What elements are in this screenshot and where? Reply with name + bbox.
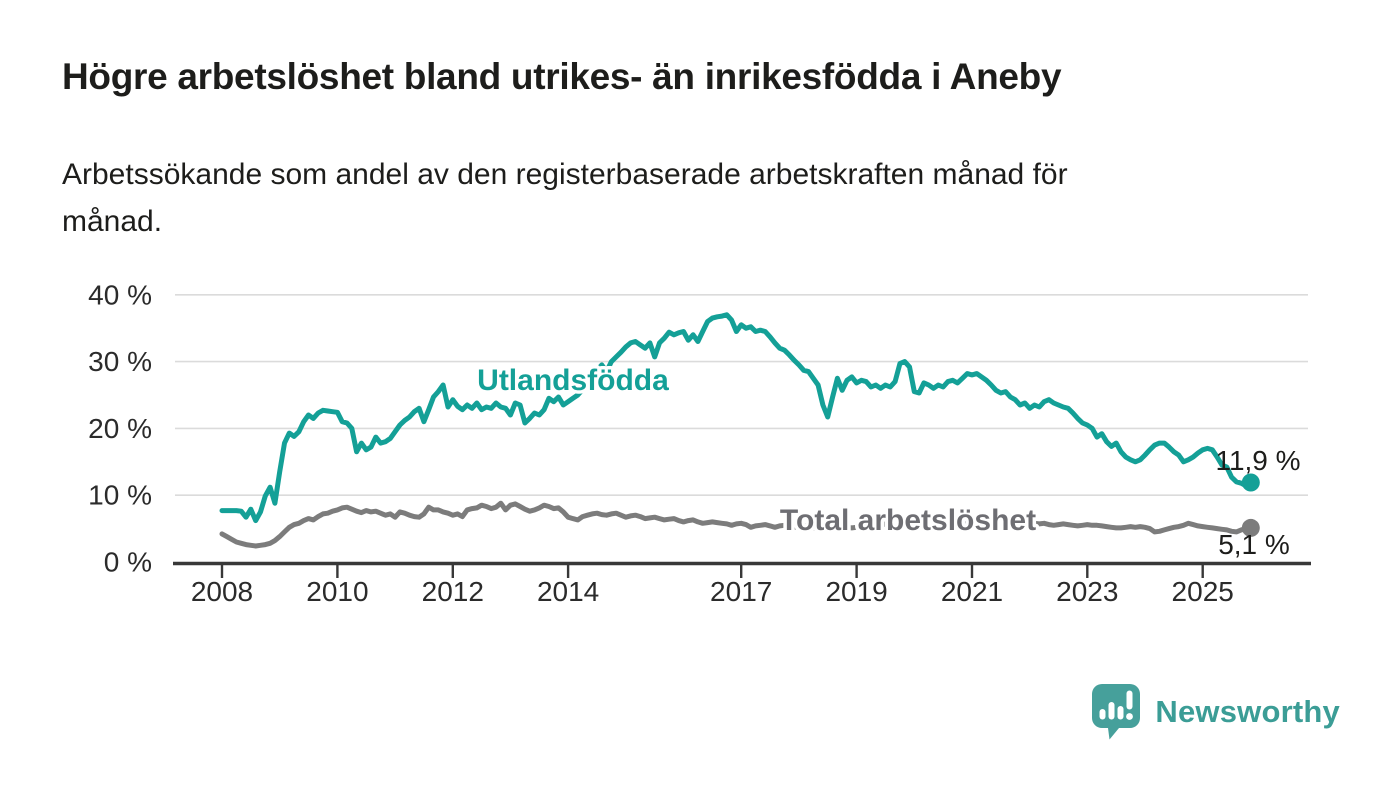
total-arbetsloshet-end-value-label: 5,1 % [1218, 529, 1290, 560]
gridlines [175, 293, 1308, 497]
total-arbetsloshet-series-label: Total arbetslöshet [780, 504, 1036, 537]
newsworthy-wordmark: Newsworthy [1155, 694, 1340, 729]
chart-subtitle-line1: Arbetssökande som andel av den registerb… [62, 158, 1068, 191]
total-arbetsloshet-end-dot [1241, 518, 1260, 537]
chart-subtitle-line2: månad. [62, 204, 163, 238]
chart-subtitle: Arbetssökande som andel av den registerb… [62, 152, 1302, 245]
utlandsfodda-line [219, 312, 1254, 524]
x-tick-label: 2012 [422, 576, 484, 607]
x-tick-label: 2008 [191, 576, 253, 607]
utlandsfodda-end-dot [1241, 473, 1260, 492]
x-tick-label: 2010 [306, 576, 368, 607]
y-tick-label: 10 % [88, 480, 152, 511]
y-tick-label: 0 % [104, 547, 152, 578]
x-axis-tick-marks [220, 565, 1204, 578]
x-tick-label: 2019 [825, 576, 887, 607]
y-tick-label: 20 % [88, 413, 152, 444]
utlandsfodda-end-value-label: 11,9 % [1215, 445, 1300, 476]
utlandsfodda-series-label: Utlandsfödda [477, 364, 669, 397]
y-tick-label: 40 % [88, 279, 152, 310]
x-tick-label: 2025 [1172, 576, 1234, 607]
y-tick-label: 30 % [88, 346, 152, 377]
x-tick-label: 2023 [1056, 576, 1118, 607]
x-tick-label: 2017 [710, 576, 772, 607]
newsworthy-logo: Newsworthy [1091, 684, 1340, 740]
x-tick-label: 2021 [941, 576, 1003, 607]
chart-title: Högre arbetslöshet bland utrikes- än inr… [62, 56, 1062, 97]
x-tick-label: 2014 [537, 576, 599, 607]
total-arbetsloshet-line [219, 500, 1254, 549]
newsworthy-icon [1092, 684, 1141, 740]
